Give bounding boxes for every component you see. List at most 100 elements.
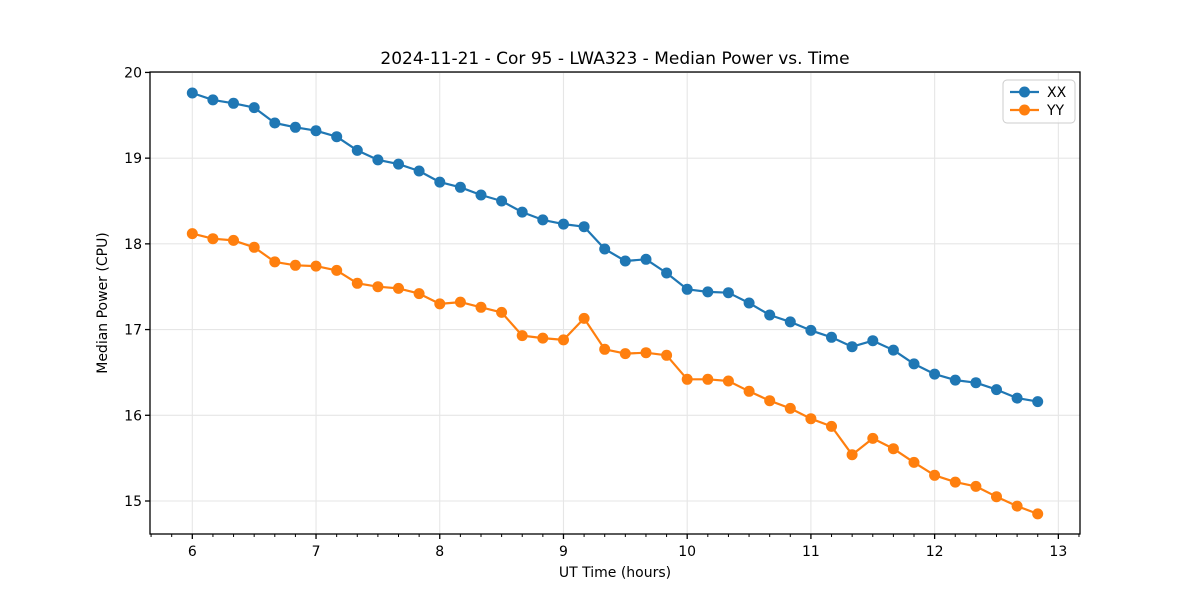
chart-title: 2024-11-21 - Cor 95 - LWA323 - Median Po… xyxy=(380,49,849,69)
tick-labels: 6 7 8 9 10 11 12 13 15 16 17 18 19 20 xyxy=(124,65,1067,560)
series-YY-marker xyxy=(289,259,301,271)
series-XX-marker xyxy=(454,181,466,193)
series-XX-marker xyxy=(1032,396,1044,408)
series-YY-marker xyxy=(599,343,611,355)
series-YY-marker xyxy=(558,334,569,346)
series-YY-line xyxy=(191,232,1039,515)
legend-label-xx: XX xyxy=(1047,85,1067,101)
series-XX-marker xyxy=(805,324,817,336)
legend-marker-yy xyxy=(1019,104,1030,116)
series-XX-marker xyxy=(228,97,239,109)
series-XX-marker xyxy=(826,331,837,343)
series-XX-marker xyxy=(537,214,549,226)
series-YY-marker xyxy=(310,260,322,272)
series-YY-marker xyxy=(743,385,755,397)
series-XX-marker xyxy=(578,221,590,233)
series-YY-marker xyxy=(970,480,982,492)
series-YY-marker xyxy=(372,281,384,293)
series-XX-marker xyxy=(661,267,673,279)
series-XX-marker xyxy=(867,335,879,347)
series-YY-marker xyxy=(351,277,363,289)
series-XX-marker xyxy=(929,368,941,380)
series-XX-marker xyxy=(269,117,281,129)
legend-marker-xx xyxy=(1019,86,1030,98)
series-YY-marker xyxy=(537,332,549,344)
y-tick-label: 18 xyxy=(124,237,142,253)
x-tick-label: 6 xyxy=(188,544,197,560)
series-XX-marker xyxy=(640,253,652,265)
series-XX-marker xyxy=(207,94,219,106)
series-XX-marker xyxy=(619,255,631,267)
series-YY-marker xyxy=(269,256,281,268)
series-XX-marker xyxy=(1011,392,1023,404)
series-XX-marker xyxy=(743,297,755,309)
series-YY-marker xyxy=(640,347,652,359)
series-YY-marker xyxy=(619,348,631,360)
legend-entry-xx: XX xyxy=(1010,85,1067,101)
series-XX-marker xyxy=(310,125,322,137)
series-XX-marker xyxy=(764,309,776,321)
series-YY-marker xyxy=(722,375,734,387)
series-XX-marker xyxy=(434,176,446,188)
series-XX-marker xyxy=(289,121,301,133)
series-YY-marker xyxy=(434,298,446,310)
series-XX-line xyxy=(191,91,1039,403)
series-XX-marker xyxy=(991,384,1002,396)
x-tick-label: 8 xyxy=(435,544,444,560)
series-XX-marker xyxy=(908,358,920,370)
gridlines xyxy=(150,71,1080,534)
series-XX-marker xyxy=(393,158,404,170)
series-XX-marker xyxy=(702,286,714,298)
x-tick-label: 13 xyxy=(1049,544,1067,560)
series-layer xyxy=(186,87,1044,520)
series-YY-marker xyxy=(475,301,487,313)
series-XX-marker xyxy=(351,144,363,156)
y-axis-label: Median Power (CPU) xyxy=(95,232,111,374)
x-tick-label: 12 xyxy=(926,544,944,560)
series-YY-marker xyxy=(454,296,466,308)
series-XX-marker xyxy=(846,341,858,353)
x-tick-label: 11 xyxy=(802,544,820,560)
series-YY-marker xyxy=(393,282,404,294)
series-XX-marker xyxy=(722,287,734,299)
series-XX-marker xyxy=(784,316,796,328)
series-XX-marker xyxy=(516,206,528,218)
series-YY-marker xyxy=(578,312,590,324)
series-YY-marker xyxy=(496,306,508,318)
y-tick-label: 15 xyxy=(124,494,142,510)
series-XX-marker xyxy=(248,102,260,114)
series-YY-marker xyxy=(413,288,425,300)
series-XX-marker xyxy=(970,377,982,389)
series-XX-marker xyxy=(413,165,425,177)
series-YY-marker xyxy=(929,469,941,481)
x-tick-label: 7 xyxy=(312,544,321,560)
series-YY-marker xyxy=(186,228,198,240)
y-tick-label: 16 xyxy=(124,408,142,424)
x-tick-label: 10 xyxy=(678,544,696,560)
plot-border xyxy=(149,71,1081,535)
series-XX-marker xyxy=(887,344,899,356)
series-YY-marker xyxy=(949,476,961,488)
series-YY-marker xyxy=(516,330,528,342)
series-YY-marker xyxy=(991,491,1002,503)
series-XX-marker xyxy=(949,374,961,386)
series-YY-marker xyxy=(702,373,714,385)
series-YY-marker xyxy=(248,241,260,253)
series-YY-marker xyxy=(805,413,817,425)
series-YY-marker xyxy=(908,456,920,468)
legend-label-yy: YY xyxy=(1046,103,1065,119)
series-XX-marker xyxy=(558,218,569,230)
series-YY-marker xyxy=(681,373,693,385)
series-XX-marker xyxy=(372,154,384,166)
series-YY-marker xyxy=(784,402,796,414)
series-YY-marker xyxy=(887,443,899,455)
series-XX-marker xyxy=(599,243,611,255)
series-YY-marker xyxy=(331,264,343,276)
series-XX-marker xyxy=(331,131,343,143)
series-YY-marker xyxy=(764,395,776,407)
series-YY-marker xyxy=(661,349,673,361)
series-YY-marker xyxy=(228,234,239,246)
series-YY-marker xyxy=(207,233,219,245)
